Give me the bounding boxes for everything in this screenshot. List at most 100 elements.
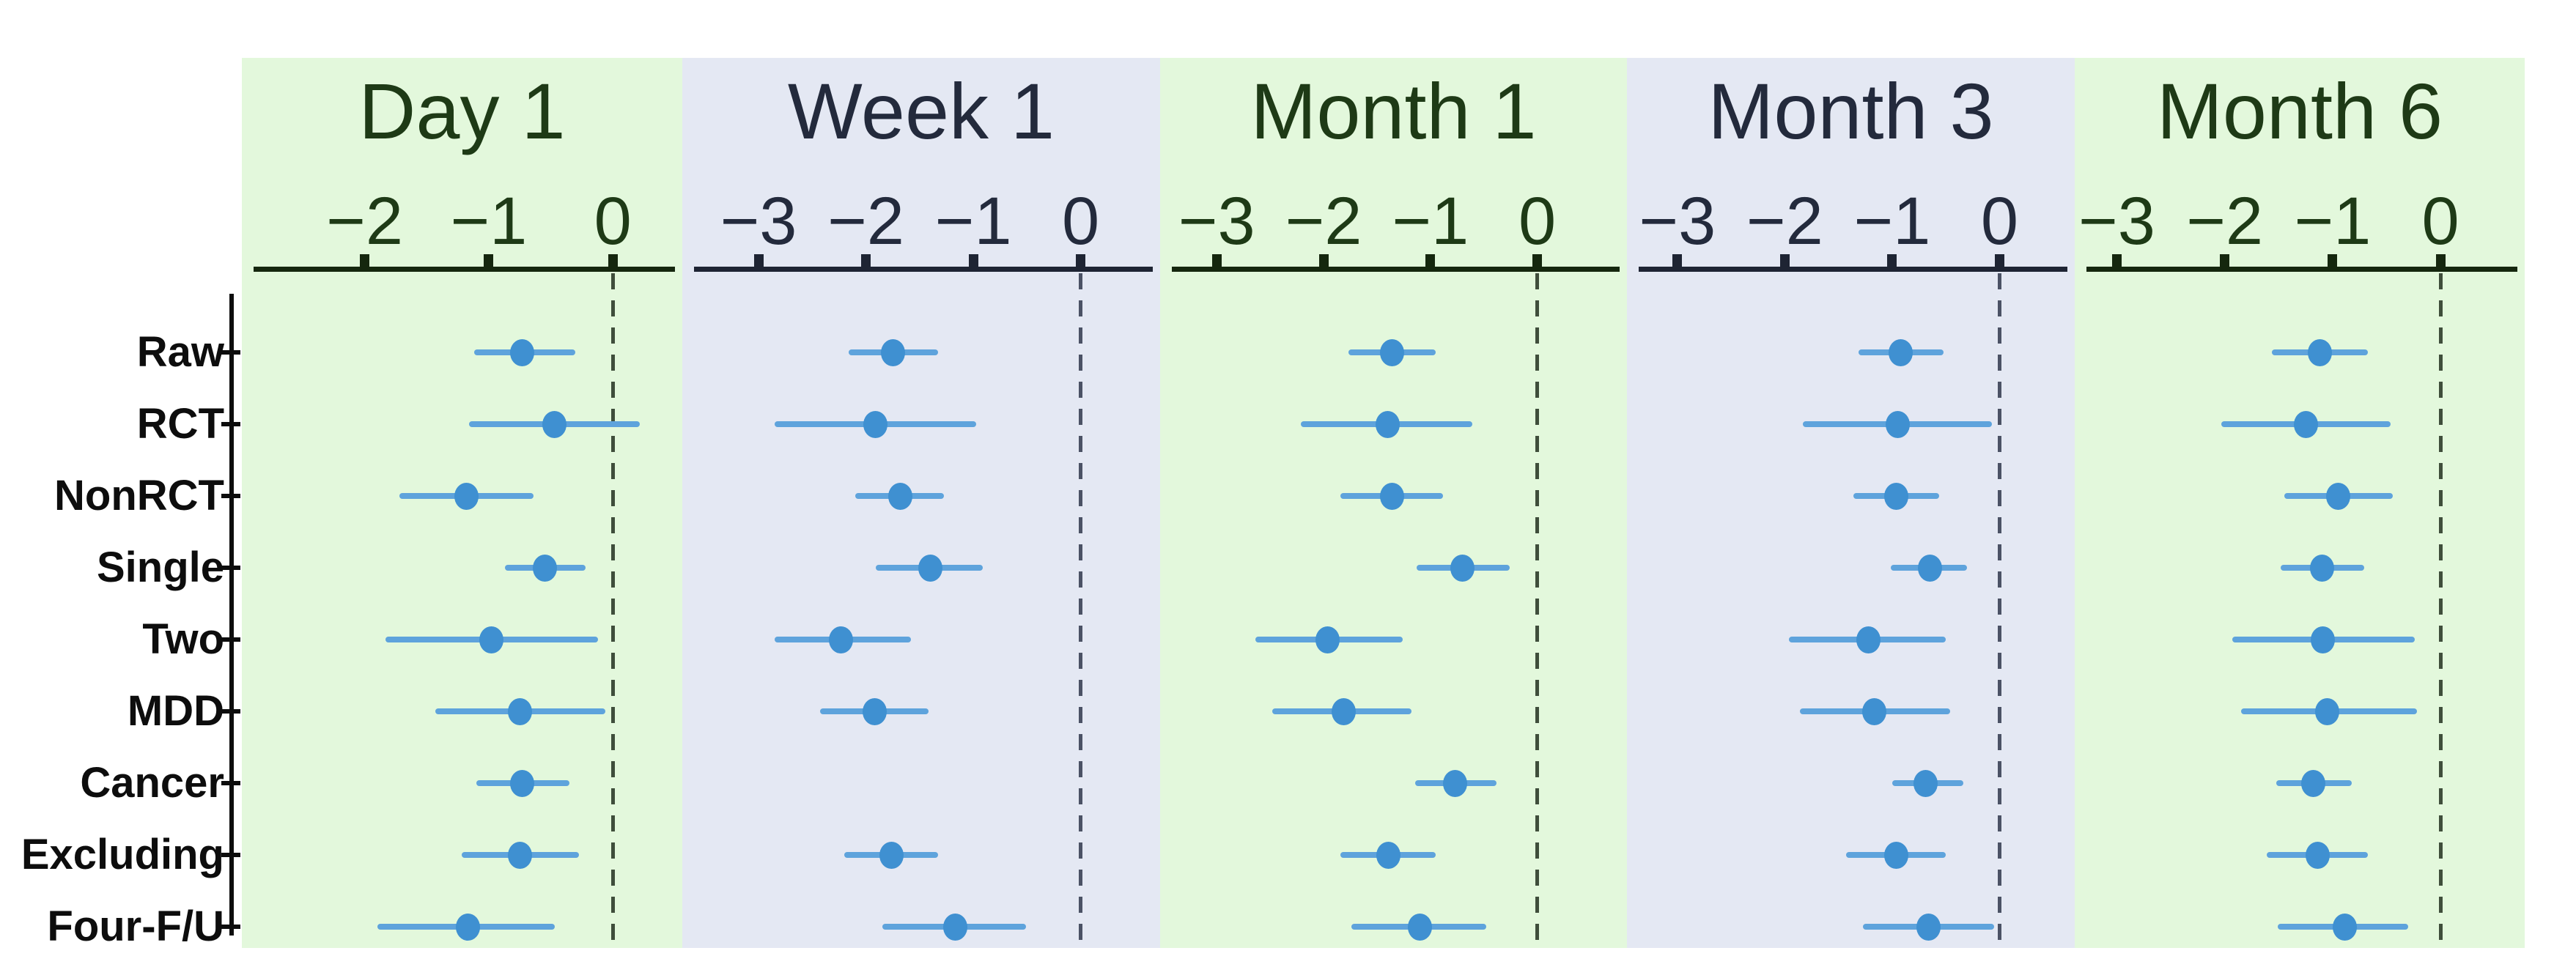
point-estimate-week-1-raw [880, 338, 905, 366]
zero-reference-line-week-1 [1079, 273, 1083, 948]
point-estimate-month-1-nonrct [1379, 482, 1404, 510]
x-tick-month-3--2 [1779, 254, 1790, 267]
y-axis-spine [229, 294, 234, 936]
category-label-excluding: Excluding [21, 831, 224, 878]
point-estimate-month-3-single [1917, 554, 1942, 582]
point-estimate-week-1-four-f-u [942, 913, 967, 941]
point-estimate-month-6-mdd [2315, 697, 2340, 725]
zero-reference-line-month-3 [1997, 273, 2001, 948]
x-tick-week-1--3 [753, 254, 764, 267]
point-estimate-month-6-nonrct [2325, 482, 2350, 510]
x-tick-label-week-1--3: −3 [720, 184, 797, 259]
point-estimate-week-1-nonrct [887, 482, 912, 510]
x-tick-label-month-1--1: −1 [1392, 184, 1469, 259]
x-tick-month-6-0 [2435, 254, 2446, 267]
x-tick-label-month-6--1: −1 [2294, 184, 2372, 259]
point-estimate-month-6-rct [2293, 410, 2318, 438]
point-estimate-month-3-two [1856, 626, 1881, 653]
point-estimate-month-6-raw [2307, 338, 2332, 366]
point-estimate-week-1-rct [863, 410, 888, 438]
category-tick-nonrct [221, 494, 240, 498]
category-tick-two [221, 637, 240, 642]
x-axis-line-month-6 [2086, 267, 2517, 272]
category-label-four-f-u: Four-F/U [47, 903, 224, 950]
point-estimate-week-1-mdd [862, 697, 887, 725]
point-estimate-month-1-excluding [1376, 841, 1401, 869]
point-estimate-month-3-four-f-u [1916, 913, 1941, 941]
x-tick-label-week-1--2: −2 [827, 184, 904, 259]
category-tick-mdd [221, 709, 240, 714]
x-tick-month-3--3 [1672, 254, 1683, 267]
point-estimate-day-1-two [479, 626, 503, 653]
point-estimate-day-1-rct [542, 410, 567, 438]
category-label-cancer: Cancer [80, 759, 224, 807]
zero-reference-line-day-1 [610, 273, 615, 948]
category-tick-raw [221, 350, 240, 355]
category-tick-rct [221, 422, 240, 426]
x-tick-month-6--1 [2328, 254, 2338, 267]
x-tick-label-month-3--3: −3 [1639, 184, 1716, 259]
category-label-two: Two [142, 615, 224, 663]
category-label-raw: Raw [136, 328, 224, 376]
point-estimate-week-1-excluding [879, 841, 904, 869]
x-tick-month-1--1 [1425, 254, 1436, 267]
category-label-mdd: MDD [127, 687, 224, 735]
x-tick-label-month-1-0: 0 [1518, 184, 1557, 259]
x-tick-label-day-1-0: 0 [594, 184, 632, 259]
point-estimate-month-1-cancer [1442, 769, 1467, 797]
point-estimate-month-3-excluding [1884, 841, 1909, 869]
x-tick-label-month-3--2: −2 [1746, 184, 1823, 259]
x-tick-day-1--1 [484, 254, 494, 267]
panel-title-month-3: Month 3 [1708, 67, 1994, 155]
x-tick-label-week-1--1: −1 [934, 184, 1012, 259]
panel-title-week-1: Week 1 [787, 67, 1055, 155]
x-tick-label-week-1-0: 0 [1061, 184, 1100, 259]
point-estimate-day-1-excluding [507, 841, 532, 869]
point-estimate-month-6-four-f-u [2332, 913, 2357, 941]
point-estimate-month-1-raw [1379, 338, 1404, 366]
point-estimate-day-1-four-f-u [455, 913, 480, 941]
point-estimate-month-6-cancer [2300, 769, 2325, 797]
x-tick-month-6--2 [2220, 254, 2230, 267]
point-estimate-day-1-single [532, 554, 557, 582]
x-tick-label-month-1--2: −2 [1285, 184, 1362, 259]
category-label-rct: RCT [136, 400, 224, 448]
panel-title-month-1: Month 1 [1250, 67, 1537, 155]
point-estimate-week-1-single [918, 554, 942, 582]
x-tick-week-1--2 [861, 254, 871, 267]
point-estimate-month-3-mdd [1861, 697, 1886, 725]
point-estimate-month-1-rct [1375, 410, 1400, 438]
x-tick-month-1--3 [1211, 254, 1222, 267]
x-tick-label-day-1--2: −2 [326, 184, 404, 259]
x-axis-line-month-1 [1172, 267, 1620, 272]
x-tick-label-month-1--3: −3 [1178, 184, 1255, 259]
x-tick-day-1--2 [360, 254, 370, 267]
point-estimate-month-6-two [2311, 626, 2336, 653]
point-estimate-day-1-nonrct [454, 482, 479, 510]
point-estimate-month-3-raw [1889, 338, 1913, 366]
panel-title-month-6: Month 6 [2156, 67, 2443, 155]
panel-band-month-6 [2075, 58, 2525, 948]
point-estimate-month-6-excluding [2305, 841, 2330, 869]
x-tick-day-1-0 [608, 254, 618, 267]
x-tick-month-3-0 [1994, 254, 2004, 267]
point-estimate-month-3-rct [1885, 410, 1910, 438]
x-tick-week-1-0 [1076, 254, 1086, 267]
category-tick-excluding [221, 853, 240, 857]
x-tick-label-month-3-0: 0 [1980, 184, 2019, 259]
zero-reference-line-month-6 [2438, 273, 2443, 948]
point-estimate-month-1-mdd [1332, 697, 1357, 725]
x-tick-label-month-6--2: −2 [2186, 184, 2264, 259]
category-tick-cancer [221, 781, 240, 785]
point-estimate-day-1-raw [510, 338, 535, 366]
category-label-single: Single [96, 544, 224, 591]
point-estimate-month-1-two [1315, 626, 1340, 653]
x-tick-month-1-0 [1532, 254, 1543, 267]
zero-reference-line-month-1 [1535, 273, 1540, 948]
x-tick-label-month-6-0: 0 [2421, 184, 2459, 259]
point-estimate-month-3-nonrct [1884, 482, 1909, 510]
category-label-nonrct: NonRCT [54, 472, 224, 519]
x-axis-line-week-1 [694, 267, 1153, 272]
x-tick-label-month-6--3: −3 [2078, 184, 2155, 259]
